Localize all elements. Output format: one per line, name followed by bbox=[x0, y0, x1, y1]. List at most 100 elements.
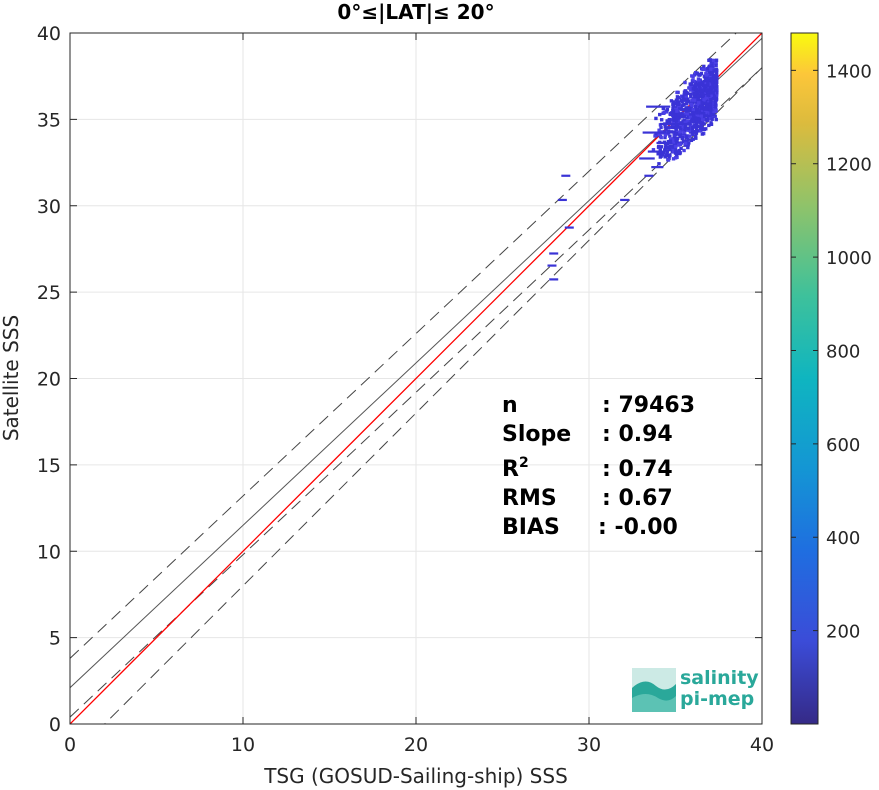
density-cell bbox=[687, 141, 691, 145]
density-cell bbox=[679, 127, 683, 132]
density-cell bbox=[682, 112, 687, 117]
density-streak bbox=[659, 122, 688, 126]
density-cell bbox=[677, 148, 681, 153]
density-cell bbox=[702, 122, 706, 126]
sparse-point bbox=[561, 174, 571, 177]
sparse-point bbox=[547, 264, 557, 267]
density-cell bbox=[712, 110, 716, 114]
upper-bound-line bbox=[70, 33, 737, 659]
density-cell bbox=[671, 150, 676, 154]
density-cell bbox=[710, 80, 714, 84]
density-cell bbox=[682, 148, 686, 153]
density-cell bbox=[659, 154, 663, 158]
density-cell bbox=[707, 65, 711, 70]
density-cell bbox=[683, 141, 688, 146]
density-cell bbox=[710, 117, 714, 121]
density-cell bbox=[683, 97, 687, 102]
density-cell bbox=[678, 126, 682, 130]
density-cell bbox=[704, 107, 708, 111]
density-cell bbox=[683, 123, 688, 128]
density-cell bbox=[689, 102, 693, 107]
density-cell bbox=[705, 104, 709, 108]
density-cell bbox=[709, 97, 713, 102]
density-cell bbox=[658, 147, 662, 151]
density-cell bbox=[711, 96, 716, 101]
density-cell bbox=[715, 85, 719, 89]
density-cell bbox=[674, 101, 679, 106]
density-cell bbox=[671, 104, 676, 109]
density-cell bbox=[681, 95, 685, 99]
density-cell bbox=[714, 71, 719, 75]
density-cell bbox=[671, 157, 676, 161]
density-cell bbox=[659, 125, 663, 130]
density-cell bbox=[681, 97, 686, 101]
density-cell bbox=[685, 99, 689, 103]
density-cell bbox=[714, 73, 719, 77]
density-cell bbox=[700, 91, 705, 96]
density-cell bbox=[690, 82, 694, 86]
density-cell bbox=[665, 119, 669, 124]
density-cell bbox=[667, 117, 672, 122]
density-cell bbox=[676, 95, 680, 100]
density-cell bbox=[691, 100, 695, 104]
density-cell bbox=[688, 115, 692, 120]
lower-offset-line bbox=[103, 67, 762, 724]
density-cell bbox=[685, 134, 690, 138]
density-cell bbox=[704, 112, 709, 117]
density-cell bbox=[666, 158, 671, 162]
density-cell bbox=[695, 71, 699, 75]
density-cell bbox=[686, 145, 690, 150]
density-cell bbox=[695, 111, 700, 115]
density-cell bbox=[657, 132, 661, 137]
density-cell bbox=[709, 67, 713, 71]
density-cell bbox=[699, 128, 703, 133]
y-tick-label: 20 bbox=[37, 369, 61, 391]
density-cell bbox=[683, 89, 687, 93]
density-cell bbox=[657, 128, 661, 132]
density-cell bbox=[664, 128, 668, 132]
density-cell bbox=[694, 87, 699, 92]
chart-title: 0°≤|LAT|≤ 20° bbox=[337, 0, 494, 24]
x-axis-label: TSG (GOSUD-Sailing-ship) SSS bbox=[263, 764, 568, 788]
density-cell bbox=[661, 151, 666, 155]
density-cell bbox=[705, 83, 710, 88]
density-cell bbox=[679, 98, 684, 103]
density-cell bbox=[670, 130, 674, 134]
density-cell bbox=[690, 113, 694, 118]
density-cell bbox=[694, 126, 699, 131]
density-cell bbox=[671, 102, 675, 107]
stat-value: : -0.00 bbox=[598, 515, 678, 540]
density-cell bbox=[702, 64, 706, 69]
density-cell bbox=[696, 124, 700, 129]
density-cell bbox=[681, 139, 686, 144]
density-cell bbox=[693, 110, 698, 114]
density-cell bbox=[689, 119, 693, 123]
density-cell bbox=[675, 109, 679, 113]
stat-value: : 0.74 bbox=[602, 457, 673, 482]
density-cell bbox=[714, 97, 718, 102]
density-cell bbox=[692, 114, 696, 118]
x-tick-label: 0 bbox=[64, 734, 76, 756]
density-cell bbox=[693, 104, 698, 109]
stat-value: : 0.67 bbox=[602, 486, 673, 511]
density-cell bbox=[667, 120, 672, 124]
density-cell bbox=[689, 123, 693, 128]
density-cell bbox=[672, 143, 676, 148]
sparse-point bbox=[549, 278, 559, 281]
density-cell bbox=[669, 99, 674, 103]
density-cell bbox=[697, 110, 702, 114]
density-cell bbox=[695, 90, 699, 94]
density-cell bbox=[659, 118, 664, 122]
density-cell bbox=[674, 132, 678, 136]
y-tick-label: 30 bbox=[37, 196, 61, 218]
density-cell bbox=[715, 75, 719, 79]
density-cell bbox=[704, 92, 708, 96]
density-cell bbox=[680, 113, 685, 117]
density-cell bbox=[664, 153, 669, 157]
density-cell bbox=[668, 141, 673, 145]
stat-label: BIAS bbox=[502, 515, 560, 540]
density-cell bbox=[713, 102, 717, 106]
density-cell bbox=[691, 107, 696, 112]
density-cell bbox=[665, 149, 669, 154]
sparse-point bbox=[620, 198, 630, 202]
